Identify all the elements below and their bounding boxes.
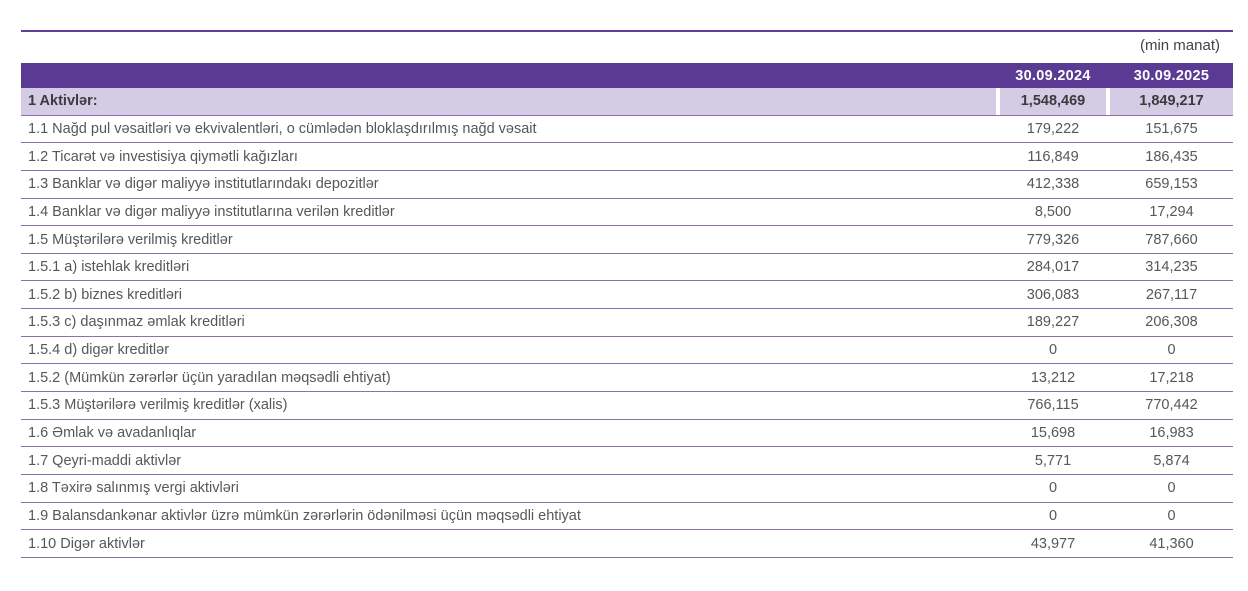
value-2025: 151,675 [1106, 115, 1233, 143]
value-2024: 116,849 [996, 143, 1106, 170]
row-label: 1.7 Qeyri-maddi aktivlər [28, 452, 182, 469]
value-2025: 17,294 [1106, 198, 1233, 226]
value-2025: 267,117 [1106, 281, 1233, 309]
row-label: 1.5.4 d) digər kreditlər [28, 342, 170, 359]
table-body: 1 Aktivlər: 1,548,469 1,849,217 1.1 Nağd… [21, 88, 1233, 558]
table-row: 1.2 Ticarət və investisiya qiymətli kağı… [21, 143, 1233, 171]
table-row: 1.5 Müştərilərə verilmiş kreditlər 779,3… [21, 226, 1233, 254]
value-2025: 206,308 [1106, 309, 1233, 336]
value-2024: 1,548,469 [996, 88, 1106, 115]
value-2024: 0 [996, 474, 1106, 502]
row-label: 1.5.1 a) istehlak kreditləri [28, 259, 190, 276]
value-2024: 766,115 [996, 392, 1106, 419]
value-2024: 0 [996, 502, 1106, 530]
value-2025: 314,235 [1106, 253, 1233, 281]
table-header-row: 30.09.2024 30.09.2025 [21, 63, 1233, 88]
value-2025: 770,442 [1106, 392, 1233, 419]
value-2024: 284,017 [996, 253, 1106, 281]
row-label: 1.9 Balansdankənar aktivlər üzrə mümkün … [28, 507, 581, 524]
value-2025: 16,983 [1106, 419, 1233, 447]
table-row: 1.9 Balansdankənar aktivlər üzrə mümkün … [21, 502, 1233, 531]
table-row: 1.7 Qeyri-maddi aktivlər 5,771 5,874 [21, 447, 1233, 475]
unit-note: (min manat) [1139, 37, 1220, 54]
table-row: 1.5.3 c) daşınmaz əmlak kreditləri 189,2… [21, 309, 1233, 337]
row-label: 1.8 Təxirə salınmış vergi aktivləri [28, 480, 239, 497]
assets-table: 30.09.2024 30.09.2025 1 Aktivlər: 1,548,… [21, 63, 1233, 558]
value-2025: 5,874 [1106, 447, 1233, 474]
row-label: 1.5.2 (Mümkün zərərlər üçün yaradılan mə… [28, 369, 391, 386]
row-label: 1.5.3 Müştərilərə verilmiş kreditlər (xa… [28, 397, 288, 414]
column-header-2025: 30.09.2025 [1106, 63, 1233, 88]
row-label: 1.1 Nağd pul vəsaitləri və ekvivalentlər… [28, 120, 537, 137]
table-row: 1.5.2 b) biznes kreditləri 306,083 267,1… [21, 281, 1233, 310]
value-2024: 5,771 [996, 447, 1106, 474]
value-2025: 41,360 [1106, 530, 1233, 557]
row-label: 1.5.3 c) daşınmaz əmlak kreditləri [28, 314, 245, 331]
value-2025: 1,849,217 [1106, 88, 1233, 115]
row-label: 1.6 Əmlak və avadanlıqlar [28, 425, 197, 441]
row-label: 1 Aktivlər: [21, 88, 996, 115]
table-row: 1.5.3 Müştərilərə verilmiş kreditlər (xa… [21, 392, 1233, 420]
value-2024: 8,500 [996, 198, 1106, 226]
table-row: 1.4 Banklar və digər maliyyə institutlar… [21, 198, 1233, 227]
value-2025: 186,435 [1106, 143, 1233, 170]
value-2024: 0 [996, 336, 1106, 364]
value-2024: 13,212 [996, 364, 1106, 392]
value-2025: 17,218 [1106, 364, 1233, 392]
table-row: 1.3 Banklar və digər maliyyə institutlar… [21, 170, 1233, 199]
table-row: 1.10 Digər aktivlər 43,977 41,360 [21, 530, 1233, 558]
row-label: 1.10 Digər aktivlər [28, 535, 145, 552]
row-label: 1.4 Banklar və digər maliyyə institutlar… [28, 203, 395, 220]
column-header-2024: 30.09.2024 [996, 63, 1106, 88]
value-2024: 306,083 [996, 281, 1106, 309]
table-row: 1.1 Nağd pul vəsaitləri və ekvivalentlər… [21, 115, 1233, 144]
value-2024: 15,698 [996, 419, 1106, 447]
value-2025: 0 [1106, 474, 1233, 502]
value-2025: 787,660 [1106, 226, 1233, 253]
table-row: 1.5.2 (Mümkün zərərlər üçün yaradılan mə… [21, 364, 1233, 393]
table-row: 1.5.1 a) istehlak kreditləri 284,017 314… [21, 253, 1233, 282]
row-label: 1.5 Müştərilərə verilmiş kreditlər [28, 231, 233, 248]
table-row: 1.5.4 d) digər kreditlər 0 0 [21, 336, 1233, 365]
value-2024: 412,338 [996, 170, 1106, 198]
row-label: 1.5.2 b) biznes kreditləri [28, 286, 182, 303]
value-2025: 0 [1106, 336, 1233, 364]
value-2025: 0 [1106, 502, 1233, 530]
table-row: 1.8 Təxirə salınmış vergi aktivləri 0 0 [21, 474, 1233, 503]
table-row: 1.6 Əmlak və avadanlıqlar 15,698 16,983 [21, 419, 1233, 448]
value-2024: 179,222 [996, 115, 1106, 143]
value-2025: 659,153 [1106, 170, 1233, 198]
value-2024: 779,326 [996, 226, 1106, 253]
row-label: 1.3 Banklar və digər maliyyə institutlar… [28, 176, 379, 193]
top-divider [21, 30, 1233, 32]
row-label: 1.2 Ticarət və investisiya qiymətli kağı… [28, 148, 298, 165]
table-row: 1 Aktivlər: 1,548,469 1,849,217 [21, 88, 1233, 116]
value-2024: 189,227 [996, 309, 1106, 336]
value-2024: 43,977 [996, 530, 1106, 557]
